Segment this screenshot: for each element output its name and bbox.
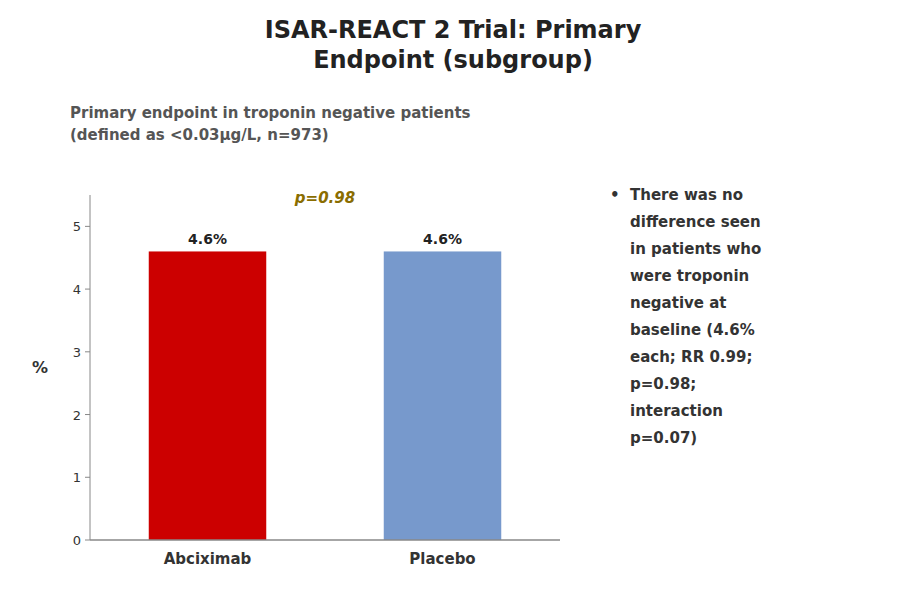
note-line: in patients who xyxy=(630,240,761,258)
data-label: 4.6% xyxy=(188,231,227,247)
bars xyxy=(149,251,502,540)
note-line: p=0.98; xyxy=(630,375,696,393)
y-tick xyxy=(85,226,90,227)
y-tick-label: 5 xyxy=(73,219,81,234)
note-line: baseline (4.6% xyxy=(630,321,755,339)
note-line: interaction xyxy=(630,402,723,420)
x-axis-line xyxy=(90,539,560,541)
bar xyxy=(149,251,267,540)
subtitle: Primary endpoint in troponin negative pa… xyxy=(70,104,471,122)
y-tick-label: 3 xyxy=(73,345,81,360)
x-tick-label: Placebo xyxy=(409,550,475,568)
title: ISAR-REACT 2 Trial: Primary xyxy=(265,16,642,44)
x-tick-label: Abciximab xyxy=(164,550,252,568)
note-line: each; RR 0.99; xyxy=(630,348,752,366)
note-line: • There was no xyxy=(610,186,743,204)
y-tick xyxy=(85,414,90,415)
title: Endpoint (subgroup) xyxy=(313,46,593,74)
y-tick-label: 1 xyxy=(73,470,81,485)
chart: ISAR-REACT 2 Trial: PrimaryEndpoint (sub… xyxy=(0,0,906,615)
y-tick-label: 0 xyxy=(73,533,81,548)
data-label: 4.6% xyxy=(423,231,462,247)
note-line: difference seen xyxy=(630,213,761,231)
bar xyxy=(384,251,502,540)
y-tick-label: 4 xyxy=(73,282,81,297)
y-tick xyxy=(85,540,90,541)
annotation: p=0.98 xyxy=(294,189,355,207)
y-tick xyxy=(85,351,90,352)
subtitle: (defined as <0.03μg/L, n=973) xyxy=(70,126,329,144)
y-axis-label: % xyxy=(32,358,48,377)
y-tick xyxy=(85,477,90,478)
y-tick-label: 2 xyxy=(73,408,81,423)
y-axis-line xyxy=(90,195,91,540)
note-line: were troponin xyxy=(630,267,749,285)
note-line: negative at xyxy=(630,294,727,312)
y-tick xyxy=(85,289,90,290)
note-line: p=0.07) xyxy=(630,429,697,447)
